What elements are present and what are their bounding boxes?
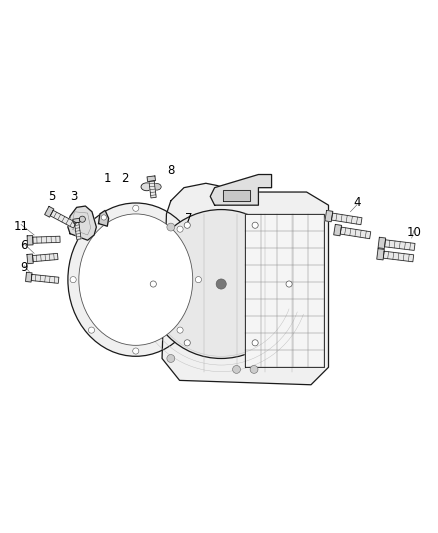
- Circle shape: [88, 226, 95, 232]
- Polygon shape: [27, 236, 33, 245]
- Polygon shape: [210, 174, 272, 205]
- Polygon shape: [325, 211, 333, 222]
- Text: 7: 7: [184, 212, 192, 225]
- Ellipse shape: [68, 203, 204, 356]
- Polygon shape: [45, 206, 54, 217]
- Circle shape: [184, 340, 190, 346]
- Text: 3: 3: [70, 190, 77, 203]
- Circle shape: [133, 348, 139, 354]
- Circle shape: [177, 226, 183, 232]
- Ellipse shape: [141, 183, 152, 191]
- Polygon shape: [99, 211, 109, 226]
- Circle shape: [286, 281, 292, 287]
- Polygon shape: [383, 251, 413, 262]
- Text: 6: 6: [20, 239, 28, 252]
- Polygon shape: [378, 237, 385, 248]
- Circle shape: [147, 209, 296, 359]
- Polygon shape: [385, 240, 415, 251]
- Circle shape: [184, 222, 191, 228]
- Polygon shape: [50, 211, 76, 228]
- Polygon shape: [33, 236, 60, 243]
- Polygon shape: [32, 253, 58, 262]
- Polygon shape: [149, 181, 156, 198]
- Text: 1: 1: [103, 172, 111, 185]
- Text: 4: 4: [353, 197, 361, 209]
- Circle shape: [195, 277, 201, 282]
- Circle shape: [167, 223, 175, 231]
- Circle shape: [133, 205, 139, 211]
- Polygon shape: [332, 213, 362, 225]
- Polygon shape: [334, 224, 342, 236]
- Circle shape: [216, 279, 226, 289]
- Ellipse shape: [152, 183, 161, 190]
- Circle shape: [233, 366, 240, 374]
- Polygon shape: [74, 222, 81, 239]
- Polygon shape: [377, 249, 384, 260]
- Circle shape: [177, 327, 183, 333]
- Circle shape: [150, 281, 156, 287]
- Polygon shape: [25, 272, 32, 282]
- Text: 2: 2: [121, 172, 129, 185]
- Circle shape: [252, 222, 258, 228]
- Circle shape: [101, 215, 106, 220]
- Text: 11: 11: [14, 220, 28, 233]
- Polygon shape: [245, 214, 324, 367]
- Text: 9: 9: [20, 261, 28, 274]
- Polygon shape: [340, 227, 371, 239]
- Text: 5: 5: [48, 190, 55, 203]
- Polygon shape: [31, 274, 59, 284]
- Circle shape: [250, 366, 258, 374]
- Polygon shape: [27, 254, 33, 264]
- Polygon shape: [223, 190, 250, 201]
- Circle shape: [70, 277, 76, 282]
- Polygon shape: [147, 176, 155, 182]
- Ellipse shape: [79, 214, 193, 345]
- Circle shape: [252, 340, 258, 346]
- Polygon shape: [73, 219, 80, 223]
- Circle shape: [167, 354, 175, 362]
- Polygon shape: [162, 183, 328, 385]
- Text: 10: 10: [406, 226, 421, 239]
- Polygon shape: [68, 206, 96, 240]
- Circle shape: [88, 327, 95, 333]
- Circle shape: [79, 216, 85, 222]
- Text: 8: 8: [167, 164, 174, 176]
